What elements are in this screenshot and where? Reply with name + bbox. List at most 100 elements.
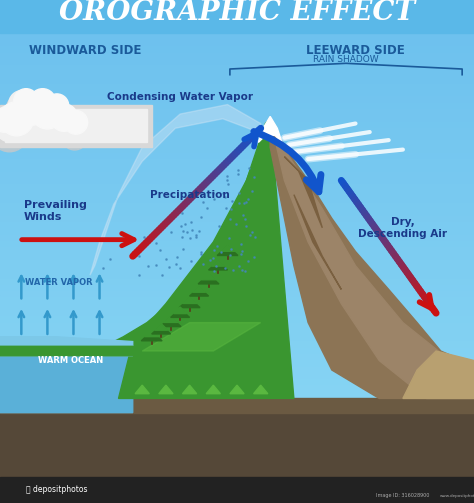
Polygon shape <box>171 309 190 317</box>
Bar <box>0 131 474 138</box>
Bar <box>0 470 474 477</box>
Bar <box>0 495 474 502</box>
Polygon shape <box>0 403 474 502</box>
Bar <box>0 427 474 434</box>
Polygon shape <box>220 244 235 252</box>
Text: LEEWARD SIDE: LEEWARD SIDE <box>306 44 405 56</box>
Bar <box>0 31 474 38</box>
Polygon shape <box>403 351 474 398</box>
Polygon shape <box>201 273 216 280</box>
Bar <box>0 389 474 396</box>
Bar <box>0 188 474 195</box>
Bar <box>0 75 474 82</box>
Circle shape <box>10 103 43 135</box>
Bar <box>0 6 474 13</box>
Circle shape <box>28 99 64 135</box>
Bar <box>0 288 474 295</box>
Bar <box>0 81 474 88</box>
Circle shape <box>24 95 53 124</box>
Polygon shape <box>182 385 197 394</box>
Bar <box>0 87 474 95</box>
Circle shape <box>26 109 61 144</box>
Circle shape <box>26 91 55 119</box>
Bar <box>0 150 474 157</box>
Circle shape <box>41 106 67 132</box>
Polygon shape <box>182 296 197 303</box>
Circle shape <box>6 95 34 122</box>
Text: www.depositphotos.com: www.depositphotos.com <box>439 493 474 497</box>
Bar <box>0 483 474 490</box>
Polygon shape <box>90 105 261 275</box>
Text: Image ID: 316028900: Image ID: 316028900 <box>376 493 429 498</box>
Bar <box>0 94 474 101</box>
Circle shape <box>49 107 79 137</box>
Bar <box>0 351 474 358</box>
Polygon shape <box>173 307 187 313</box>
Bar <box>0 162 474 170</box>
Bar <box>0 156 474 163</box>
Bar <box>0 62 474 69</box>
Circle shape <box>17 96 46 125</box>
Bar <box>0 307 474 314</box>
Circle shape <box>0 102 34 136</box>
Polygon shape <box>160 317 181 326</box>
Polygon shape <box>217 246 238 256</box>
Bar <box>0 119 474 126</box>
Bar <box>0 414 474 421</box>
Polygon shape <box>254 385 268 394</box>
Bar <box>0 319 474 327</box>
Text: WATER VAPOR: WATER VAPOR <box>26 278 93 287</box>
Bar <box>0 112 474 120</box>
Bar <box>0 238 474 245</box>
Circle shape <box>6 100 34 127</box>
Bar <box>0 339 474 346</box>
Bar <box>0 100 474 107</box>
Bar <box>0 257 474 264</box>
Polygon shape <box>258 116 282 142</box>
Bar <box>0 194 474 201</box>
Bar <box>0 213 474 220</box>
Circle shape <box>10 108 43 140</box>
Bar <box>0 395 474 402</box>
Bar <box>0 433 474 440</box>
Bar <box>0 232 474 239</box>
Circle shape <box>0 110 28 147</box>
Circle shape <box>0 116 10 143</box>
Bar <box>0 137 474 145</box>
Polygon shape <box>211 260 225 266</box>
Bar <box>0 207 474 214</box>
Circle shape <box>64 114 90 140</box>
Circle shape <box>43 96 69 122</box>
Polygon shape <box>152 325 171 334</box>
Polygon shape <box>104 119 270 346</box>
Text: Precipatation: Precipatation <box>150 190 229 200</box>
Circle shape <box>62 119 88 145</box>
Bar <box>0 68 474 75</box>
Bar <box>0 477 474 484</box>
Bar <box>0 105 152 147</box>
Polygon shape <box>155 323 168 330</box>
Polygon shape <box>179 298 200 308</box>
Bar <box>0 244 474 252</box>
Bar <box>0 182 474 189</box>
Bar <box>0 175 474 183</box>
Bar <box>0 1 474 34</box>
Circle shape <box>64 111 88 134</box>
Bar <box>5 109 147 142</box>
Text: RAIN SHADOW: RAIN SHADOW <box>313 55 379 64</box>
Bar <box>0 301 474 308</box>
Bar <box>0 458 474 465</box>
Circle shape <box>41 101 67 127</box>
Polygon shape <box>0 337 133 356</box>
Circle shape <box>9 91 36 118</box>
Bar <box>0 106 474 113</box>
Polygon shape <box>294 195 341 289</box>
Circle shape <box>0 105 31 142</box>
Bar <box>0 37 474 44</box>
Bar <box>0 401 474 408</box>
Bar <box>0 382 474 390</box>
Bar <box>0 376 474 383</box>
Bar <box>0 295 474 302</box>
Bar <box>0 489 474 496</box>
Bar <box>0 407 474 415</box>
